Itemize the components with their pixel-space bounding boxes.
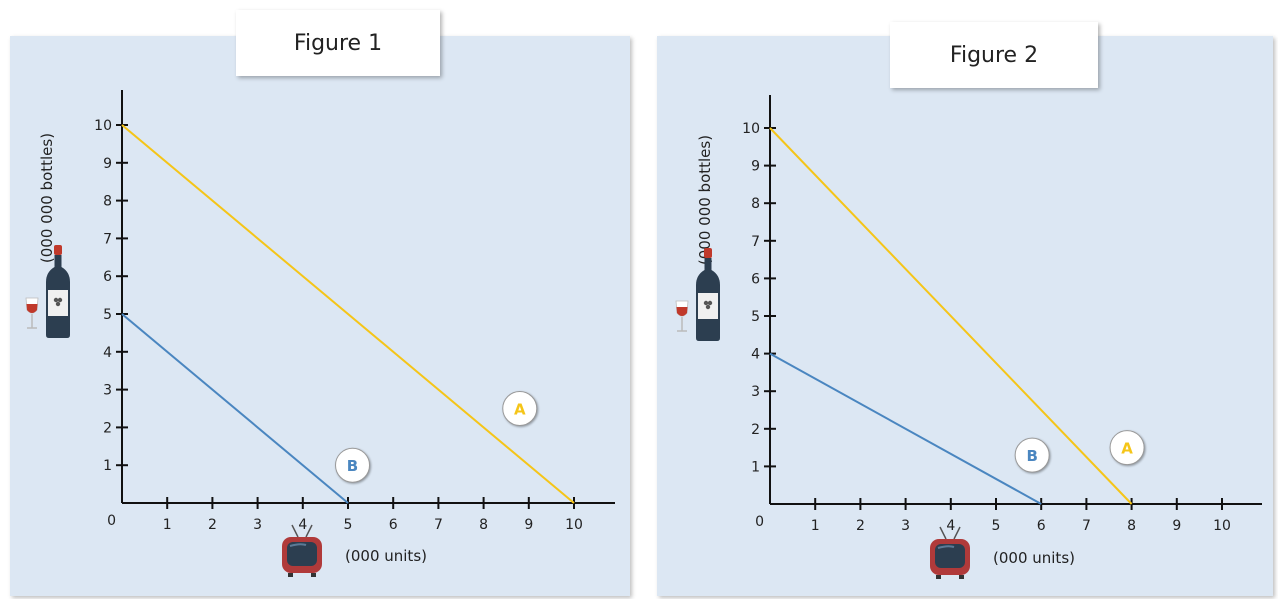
x-tick-label: 6 (389, 517, 398, 533)
origin-label: 0 (107, 513, 116, 529)
wine-bottle-icon (46, 245, 70, 338)
y-tick-label: 9 (751, 159, 760, 175)
x-tick-label: 10 (565, 517, 583, 533)
x-tick-label: 8 (1127, 518, 1136, 534)
wine-bottle-icon (696, 248, 720, 341)
y-tick-label: 6 (751, 271, 760, 287)
y-tick-label: 6 (103, 269, 112, 285)
series-label-a: A (514, 401, 526, 419)
x-tick-label: 3 (253, 517, 262, 533)
y-axis-label: (000 000 bottles) (696, 135, 714, 265)
x-tick-label: 10 (1213, 518, 1231, 534)
y-tick-label: 1 (751, 459, 760, 475)
x-tick-label: 4 (946, 518, 955, 534)
x-tick-label: 7 (1082, 518, 1091, 534)
y-tick-label: 9 (103, 156, 112, 172)
y-tick-label: 2 (751, 422, 760, 438)
series-label-circle-a (502, 391, 538, 426)
x-tick-label: 2 (208, 517, 217, 533)
x-tick-label: 5 (344, 517, 353, 533)
series-line-b (769, 352, 1042, 505)
x-tick-label: 9 (1172, 518, 1181, 534)
tv-icon (930, 526, 970, 579)
y-tick-label: 3 (103, 383, 112, 399)
series-label-b: B (347, 457, 358, 475)
y-tick-label: 10 (742, 121, 760, 137)
x-tick-label: 1 (811, 518, 820, 534)
y-tick-label: 3 (751, 384, 760, 400)
series-label-circle-a (1109, 430, 1145, 466)
origin-label: 0 (755, 514, 764, 530)
x-tick-label: 7 (434, 517, 443, 533)
y-tick-label: 8 (103, 194, 112, 210)
x-tick-label: 4 (298, 517, 307, 533)
figure-1-title: Figure 1 (236, 10, 440, 76)
y-axis-label: (000 000 bottles) (38, 133, 56, 263)
x-tick-label: 2 (856, 518, 865, 534)
chart-2: 1 2 3 4 5 6 7 8 9 10 1 2 3 4 5 6 7 8 9 10 0 A B (000 000 bottle… (675, 95, 1262, 579)
x-tick-label: 8 (479, 517, 488, 533)
x-tick-label: 5 (992, 518, 1001, 534)
figure-2-title: Figure 2 (890, 22, 1098, 88)
y-tick-label: 7 (103, 231, 112, 247)
series-label-a: A (1121, 440, 1133, 458)
y-tick-label: 10 (94, 118, 112, 134)
chart-1: 1 2 3 4 5 6 7 8 9 10 1 2 3 4 5 6 7 8 9 10 0 A B (000 000 bottle… (25, 90, 615, 577)
x-tick-label: 9 (524, 517, 533, 533)
series-label-circle-b (1014, 437, 1050, 473)
y-tick-label: 8 (751, 196, 760, 212)
y-tick-label: 5 (103, 307, 112, 323)
x-axis-label: (000 units) (345, 547, 427, 565)
series-line-a (769, 127, 1133, 505)
wine-glass-icon (675, 300, 689, 332)
y-tick-label: 4 (751, 347, 760, 363)
figure-2-panel (657, 36, 1273, 596)
series-label-circle-b (335, 447, 371, 483)
series-line-b (121, 313, 349, 504)
series-line-a (121, 124, 575, 504)
y-tick-label: 5 (751, 309, 760, 325)
y-tick-label: 7 (751, 234, 760, 250)
wine-glass-icon (25, 297, 39, 329)
x-tick-label: 3 (901, 518, 910, 534)
tv-icon (282, 524, 322, 577)
x-axis-label: (000 units) (993, 549, 1075, 567)
y-tick-label: 2 (103, 420, 112, 436)
x-tick-label: 1 (163, 517, 172, 533)
y-tick-label: 1 (103, 458, 112, 474)
y-tick-label: 4 (103, 345, 112, 361)
x-tick-label: 6 (1037, 518, 1046, 534)
series-label-b: B (1026, 447, 1037, 465)
